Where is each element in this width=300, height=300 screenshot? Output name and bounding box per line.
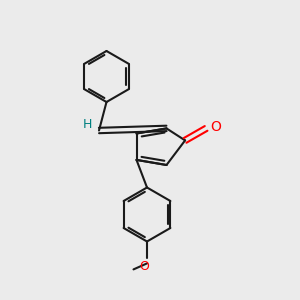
Text: H: H xyxy=(83,118,92,131)
Text: O: O xyxy=(211,120,221,134)
Text: O: O xyxy=(139,260,149,272)
